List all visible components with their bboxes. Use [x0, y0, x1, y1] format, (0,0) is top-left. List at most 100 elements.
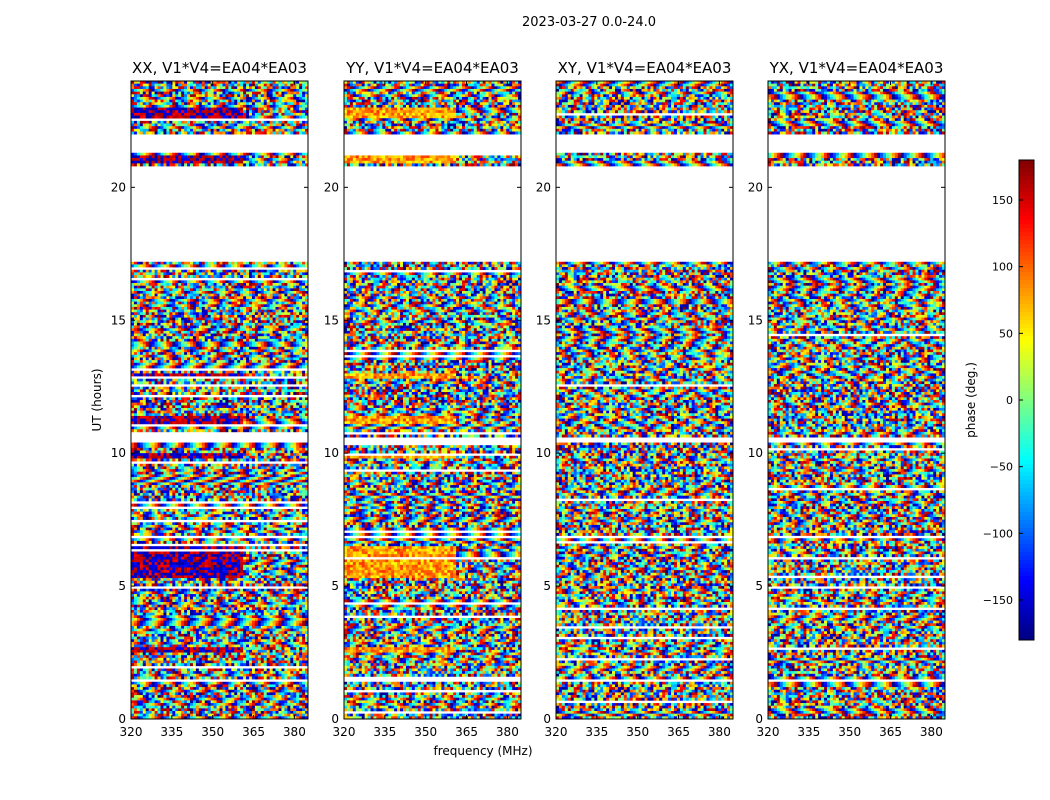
colorbar-segment	[1019, 496, 1034, 501]
colorbar-segment	[1019, 456, 1034, 461]
colorbar-segment	[1019, 176, 1034, 181]
y-tick-label: 20	[536, 180, 551, 194]
colorbar-segment	[1019, 252, 1034, 257]
colorbar-segment	[1019, 608, 1034, 613]
colorbar-segment	[1019, 296, 1034, 301]
colorbar-segment	[1019, 204, 1034, 209]
colorbar-segment	[1019, 256, 1034, 261]
y-axis-label: UT (hours)	[90, 368, 104, 431]
colorbar-segment	[1019, 328, 1034, 333]
x-tick-label: 320	[757, 725, 780, 739]
colorbar-segment	[1019, 436, 1034, 441]
colorbar-segment	[1019, 376, 1034, 381]
colorbar-segment	[1019, 360, 1034, 365]
y-tick-label: 0	[543, 712, 551, 726]
y-tick-label: 15	[748, 313, 763, 327]
colorbar-segment	[1019, 556, 1034, 561]
colorbar-segment	[1019, 464, 1034, 469]
colorbar-tick-label: 0	[1006, 394, 1013, 407]
colorbar-segment	[1019, 372, 1034, 377]
panel-title: XX, V1*V4=EA04*EA03	[132, 59, 307, 77]
colorbar: 150 100 50 0 −50 −100 −150 phase (deg.)	[964, 159, 1035, 641]
y-tick-label: 10	[748, 446, 763, 460]
y-tick-label: 20	[748, 180, 763, 194]
colorbar-segment	[1019, 512, 1034, 517]
colorbar-segment	[1019, 448, 1034, 453]
colorbar-segment	[1019, 184, 1034, 189]
colorbar-segment	[1019, 424, 1034, 429]
x-tick-label: 380	[708, 725, 731, 739]
colorbar-segment	[1019, 524, 1034, 529]
colorbar-segment	[1019, 248, 1034, 253]
colorbar-segment	[1019, 568, 1034, 573]
panel-frame	[767, 80, 946, 720]
colorbar-segment	[1019, 208, 1034, 213]
panel-1: YY, V1*V4=EA04*EA03 320 335 350 365 380 0 5 10 15…	[324, 59, 522, 739]
colorbar-segment	[1019, 472, 1034, 477]
colorbar-segment	[1019, 292, 1034, 297]
panel-group: XX, V1*V4=EA04*EA03 320 335 350 365 380 0 5 10 15…	[111, 59, 946, 739]
colorbar-segment	[1019, 420, 1034, 425]
colorbar-segment	[1019, 528, 1034, 533]
colorbar-segment	[1019, 356, 1034, 361]
y-tick-label: 0	[118, 712, 126, 726]
y-tick-label: 0	[755, 712, 763, 726]
colorbar-segment	[1019, 160, 1034, 165]
colorbar-tick-label: −100	[983, 527, 1013, 540]
panel-title: YY, V1*V4=EA04*EA03	[345, 59, 519, 77]
y-tick-label: 10	[536, 446, 551, 460]
colorbar-segment	[1019, 216, 1034, 221]
colorbar-segment	[1019, 192, 1034, 197]
colorbar-segment	[1019, 604, 1034, 609]
colorbar-segment	[1019, 284, 1034, 289]
x-tick-label: 335	[585, 725, 608, 739]
colorbar-segment	[1019, 624, 1034, 629]
colorbar-segment	[1019, 236, 1034, 241]
colorbar-segment	[1019, 396, 1034, 401]
colorbar-segment	[1019, 516, 1034, 521]
colorbar-segment	[1019, 300, 1034, 305]
x-tick-label: 380	[496, 725, 519, 739]
colorbar-segment	[1019, 476, 1034, 481]
colorbar-segment	[1019, 272, 1034, 277]
colorbar-segment	[1019, 196, 1034, 201]
x-tick-label: 365	[242, 725, 265, 739]
colorbar-segment	[1019, 440, 1034, 445]
colorbar-segment	[1019, 336, 1034, 341]
panel-3: YX, V1*V4=EA04*EA03 320 335 350 365 380 0 5 10 15…	[748, 59, 946, 739]
colorbar-tick-label: 100	[992, 261, 1013, 274]
colorbar-segment	[1019, 572, 1034, 577]
panel-title: XY, V1*V4=EA04*EA03	[558, 59, 732, 77]
colorbar-segment	[1019, 312, 1034, 317]
y-tick-label: 5	[755, 579, 763, 593]
colorbar-segment	[1019, 520, 1034, 525]
colorbar-segment	[1019, 504, 1034, 509]
colorbar-segment	[1019, 316, 1034, 321]
colorbar-segment	[1019, 636, 1034, 641]
panel-frame	[343, 80, 522, 720]
colorbar-segment	[1019, 508, 1034, 513]
x-tick-label: 350	[201, 725, 224, 739]
colorbar-segment	[1019, 200, 1034, 205]
colorbar-segment	[1019, 352, 1034, 357]
phase-image	[556, 81, 733, 719]
colorbar-segment	[1019, 180, 1034, 185]
y-tick-label: 5	[118, 579, 126, 593]
colorbar-segment	[1019, 320, 1034, 325]
x-tick-label: 320	[120, 725, 143, 739]
x-tick-label: 365	[455, 725, 478, 739]
colorbar-segment	[1019, 212, 1034, 217]
phase-image	[768, 81, 945, 719]
colorbar-tick-label: 150	[992, 194, 1013, 207]
colorbar-segment	[1019, 308, 1034, 313]
colorbar-segment	[1019, 588, 1034, 593]
phase-image	[131, 81, 308, 719]
colorbar-segment	[1019, 340, 1034, 345]
colorbar-segment	[1019, 368, 1034, 373]
colorbar-segment	[1019, 324, 1034, 329]
x-tick-label: 380	[920, 725, 943, 739]
x-tick-label: 335	[373, 725, 396, 739]
colorbar-segment	[1019, 276, 1034, 281]
x-tick-label: 380	[283, 725, 306, 739]
colorbar-segment	[1019, 444, 1034, 449]
